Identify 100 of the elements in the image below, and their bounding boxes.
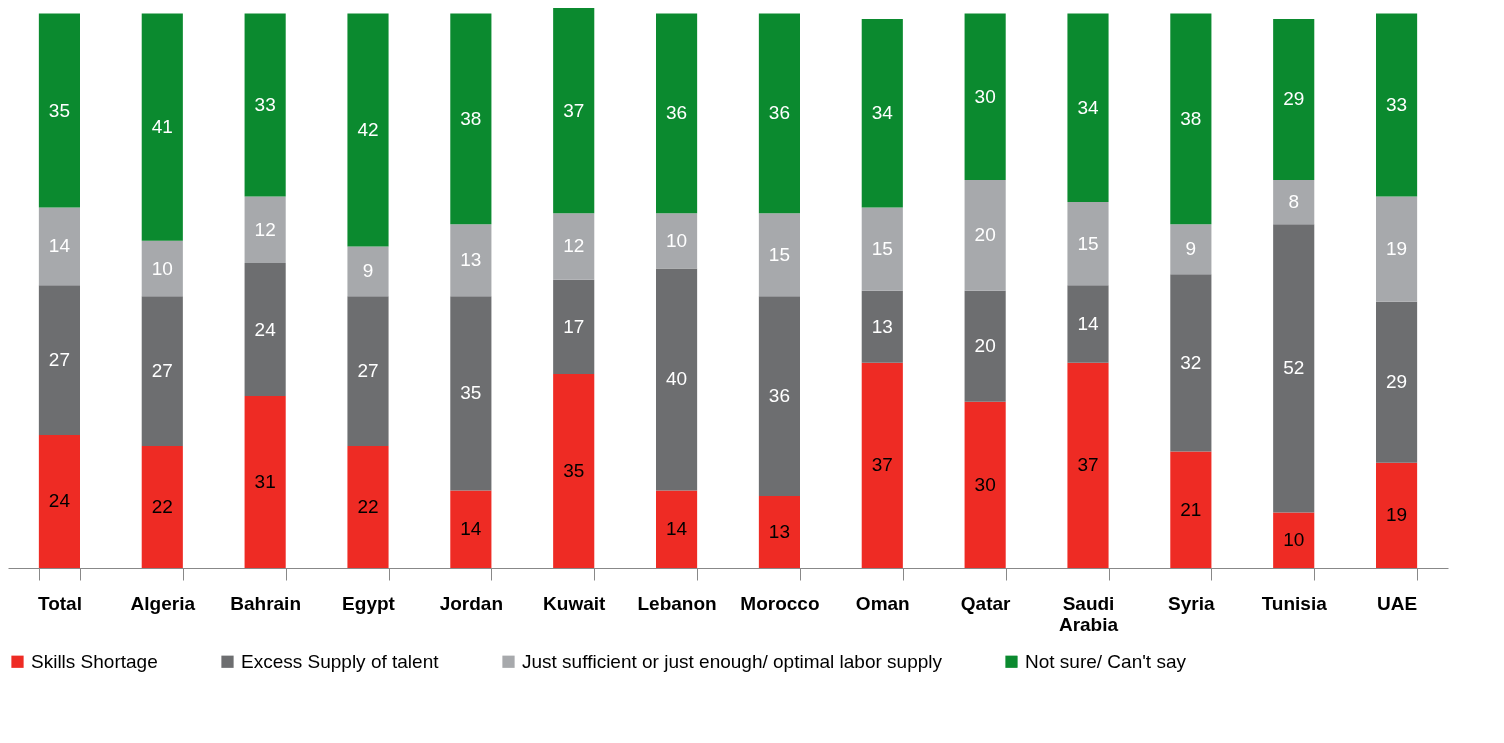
legend-label: Not sure/ Can't say (1025, 650, 1187, 672)
legend-label: Excess Supply of talent (241, 650, 440, 672)
data-label: 15 (768, 243, 790, 265)
data-label: 8 (1288, 191, 1299, 213)
bar (1170, 451, 1212, 568)
bar (553, 373, 595, 568)
data-label: 31 (254, 471, 276, 493)
bar (38, 434, 80, 568)
bar (38, 13, 80, 208)
data-label: 9 (362, 260, 374, 282)
data-label: 27 (151, 360, 173, 382)
data-label: 36 (768, 385, 790, 407)
data-label: 37 (871, 454, 893, 476)
data-label: 40 (666, 368, 688, 390)
bar (964, 401, 1006, 568)
x-tick-label: Total (37, 592, 82, 614)
data-label: 10 (666, 229, 688, 251)
data-label: 12 (563, 235, 585, 257)
x-tick-label: UAE (1377, 592, 1418, 614)
data-label: 30 (974, 473, 996, 495)
data-label: 17 (563, 315, 585, 337)
bar (1067, 285, 1109, 363)
bar (1170, 274, 1212, 452)
x-tick-label: Qatar (960, 592, 1012, 614)
bar (141, 13, 183, 241)
bar (861, 290, 903, 363)
bar (1273, 224, 1315, 513)
bar (1376, 301, 1418, 463)
data-label: 9 (1185, 238, 1197, 260)
bar (964, 290, 1006, 402)
bar (141, 240, 183, 297)
bar (1067, 362, 1109, 568)
bar (347, 246, 389, 297)
data-label: 37 (1077, 454, 1099, 476)
data-label: 20 (974, 224, 996, 246)
data-label: 14 (48, 235, 71, 257)
bar (244, 396, 286, 568)
x-tick-label: Algeria (130, 592, 196, 614)
bar (758, 296, 800, 496)
data-label: 21 (1180, 498, 1202, 520)
data-label: 19 (1386, 238, 1408, 260)
data-label: 12 (254, 218, 276, 240)
data-label: 24 (254, 318, 277, 340)
bar (1067, 13, 1109, 203)
bar (1273, 19, 1315, 180)
bar (758, 13, 800, 214)
bar (1170, 224, 1212, 275)
data-label: 42 (357, 118, 379, 140)
bar (450, 296, 492, 491)
bar (1376, 196, 1418, 302)
data-label: 14 (1077, 313, 1099, 335)
bar (38, 207, 80, 286)
data-label: 13 (460, 249, 482, 271)
data-label: 34 (1077, 96, 1099, 118)
x-tick-label: Lebanon (637, 592, 717, 614)
bar (964, 179, 1006, 291)
data-label: 35 (563, 459, 585, 481)
bar (553, 213, 595, 280)
bar (553, 279, 595, 374)
data-label: 14 (460, 518, 482, 540)
bar (244, 196, 286, 264)
bar (450, 490, 492, 568)
data-label: 20 (974, 335, 996, 357)
data-label: 22 (151, 496, 173, 518)
bar (1273, 179, 1315, 225)
bar (861, 19, 903, 208)
bar (656, 213, 698, 269)
data-label: 24 (48, 490, 71, 512)
data-label: 35 (460, 382, 482, 404)
legend-label: Just sufficient or just enough/ optimal labor supply (522, 650, 943, 672)
legend-label: Skills Shortage (31, 650, 158, 672)
data-label: 41 (151, 116, 173, 138)
data-label: 38 (460, 107, 482, 129)
bar (347, 296, 389, 447)
data-label: 10 (1283, 529, 1305, 551)
data-label: 33 (254, 94, 276, 116)
data-label: 35 (48, 99, 70, 121)
bar (38, 285, 80, 435)
bar (244, 263, 286, 397)
data-label: 27 (357, 360, 379, 382)
data-label: 13 (768, 520, 790, 542)
bar (1376, 462, 1418, 568)
x-tick-label: Kuwait (543, 592, 607, 614)
data-label: 15 (871, 238, 893, 260)
data-label: 36 (768, 102, 790, 124)
bar (553, 8, 595, 214)
data-label: 10 (151, 257, 173, 279)
bar (1376, 13, 1418, 197)
bar (861, 207, 903, 291)
x-tick-label: Tunisia (1261, 592, 1328, 614)
data-label: 13 (871, 315, 893, 337)
data-label: 29 (1283, 88, 1305, 110)
data-label: 15 (1077, 232, 1099, 254)
bar (1170, 13, 1212, 225)
data-label: 34 (871, 102, 894, 124)
x-tick-label: Syria (1168, 592, 1216, 614)
data-label: 29 (1386, 371, 1408, 393)
x-tick-label: Bahrain (230, 592, 302, 614)
data-label: 37 (563, 99, 585, 121)
x-tick-label: Jordan (439, 592, 504, 614)
